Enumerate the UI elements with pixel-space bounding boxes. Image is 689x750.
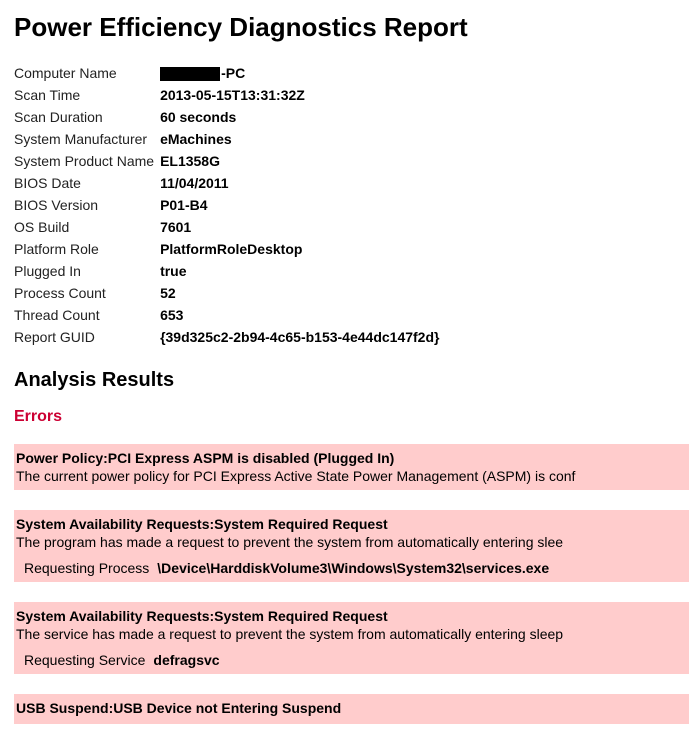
error-detail: Requesting Process \Device\HarddiskVolume… — [16, 560, 687, 576]
info-value: 52 — [160, 283, 445, 305]
analysis-heading: Analysis Results — [14, 369, 689, 392]
info-row: Computer Name-PC — [14, 63, 445, 85]
info-label: System Manufacturer — [14, 129, 160, 151]
info-value: 653 — [160, 305, 445, 327]
info-row: Scan Duration60 seconds — [14, 107, 445, 129]
info-value: {39d325c2-2b94-4c65-b153-4e44dc147f2d} — [160, 327, 445, 349]
info-label: Computer Name — [14, 63, 160, 85]
error-title: Power Policy:PCI Express ASPM is disable… — [16, 450, 687, 466]
info-row: System ManufacturereMachines — [14, 129, 445, 151]
info-value: EL1358G — [160, 151, 445, 173]
info-value: true — [160, 261, 445, 283]
info-value: 7601 — [160, 217, 445, 239]
info-value: PlatformRoleDesktop — [160, 239, 445, 261]
error-detail-value: defragsvc — [153, 652, 219, 668]
error-block: System Availability Requests:System Requ… — [14, 602, 689, 674]
info-label: BIOS Version — [14, 195, 160, 217]
info-label: Thread Count — [14, 305, 160, 327]
info-label: Platform Role — [14, 239, 160, 261]
info-value: eMachines — [160, 129, 445, 151]
error-detail-label: Requesting Service — [24, 652, 145, 668]
info-value: 60 seconds — [160, 107, 445, 129]
info-label: BIOS Date — [14, 173, 160, 195]
info-label: OS Build — [14, 217, 160, 239]
errors-heading: Errors — [14, 408, 689, 426]
info-row: BIOS Date11/04/2011 — [14, 173, 445, 195]
info-row: Plugged Intrue — [14, 261, 445, 283]
info-row: Scan Time2013-05-15T13:31:32Z — [14, 85, 445, 107]
error-description: The service has made a request to preven… — [16, 626, 687, 642]
page-title: Power Efficiency Diagnostics Report — [14, 12, 689, 43]
error-detail-value: \Device\HarddiskVolume3\Windows\System32… — [157, 560, 549, 576]
info-label: Report GUID — [14, 327, 160, 349]
info-value: -PC — [160, 63, 445, 85]
info-row: Report GUID{39d325c2-2b94-4c65-b153-4e44… — [14, 327, 445, 349]
error-title: USB Suspend:USB Device not Entering Susp… — [16, 700, 687, 716]
info-row: Thread Count653 — [14, 305, 445, 327]
system-info-table: Computer Name-PCScan Time2013-05-15T13:3… — [14, 63, 445, 349]
error-description: The current power policy for PCI Express… — [16, 468, 687, 484]
error-detail-label: Requesting Process — [24, 560, 149, 576]
redacted-block — [160, 67, 220, 81]
error-title: System Availability Requests:System Requ… — [16, 516, 687, 532]
error-title: System Availability Requests:System Requ… — [16, 608, 687, 624]
info-row: System Product NameEL1358G — [14, 151, 445, 173]
error-description: The program has made a request to preven… — [16, 534, 687, 550]
info-row: Platform RolePlatformRoleDesktop — [14, 239, 445, 261]
info-label: Scan Time — [14, 85, 160, 107]
info-row: OS Build7601 — [14, 217, 445, 239]
info-value: P01-B4 — [160, 195, 445, 217]
info-label: Plugged In — [14, 261, 160, 283]
info-value: 11/04/2011 — [160, 173, 445, 195]
error-block: USB Suspend:USB Device not Entering Susp… — [14, 694, 689, 724]
error-block: Power Policy:PCI Express ASPM is disable… — [14, 444, 689, 490]
error-block: System Availability Requests:System Requ… — [14, 510, 689, 582]
info-label: Scan Duration — [14, 107, 160, 129]
error-detail: Requesting Service defragsvc — [16, 652, 687, 668]
info-row: Process Count52 — [14, 283, 445, 305]
info-value: 2013-05-15T13:31:32Z — [160, 85, 445, 107]
info-label: System Product Name — [14, 151, 160, 173]
info-label: Process Count — [14, 283, 160, 305]
info-row: BIOS VersionP01-B4 — [14, 195, 445, 217]
